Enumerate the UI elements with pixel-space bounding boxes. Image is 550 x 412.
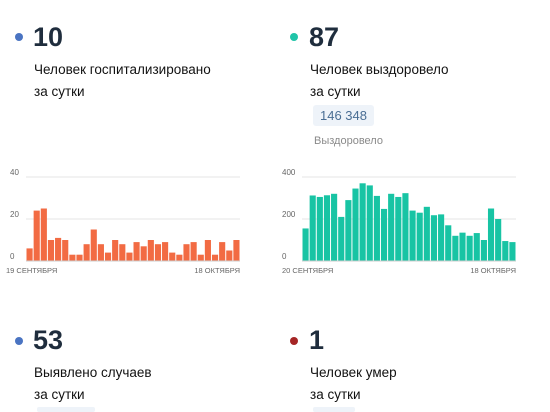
bar xyxy=(154,244,162,261)
bar xyxy=(33,210,40,261)
bar xyxy=(26,248,33,261)
hospitalized-caption: Человек госпитализировано за сутки xyxy=(34,59,211,103)
bar xyxy=(373,195,380,261)
recovered-caption: Человек выздоровело за сутки xyxy=(310,59,449,103)
recovered-total-badge: 146 348 xyxy=(313,105,374,126)
bar xyxy=(211,254,219,261)
bar xyxy=(302,228,309,261)
bar xyxy=(126,252,133,261)
bar xyxy=(169,252,176,261)
bar xyxy=(466,235,473,261)
hospitalized-dot xyxy=(15,33,23,41)
cases-count: 53 xyxy=(33,325,64,355)
y-tick-label: 400 xyxy=(282,168,296,177)
y-tick-label: 20 xyxy=(10,210,19,219)
x-tick-label-start: 20 СЕНТЯБРЯ xyxy=(282,266,333,275)
bar xyxy=(112,240,119,261)
deaths-caption-line2: за сутки xyxy=(310,387,361,402)
deaths-caption-line1: Человек умер xyxy=(310,365,397,380)
bar xyxy=(197,254,204,261)
cases-caption: Выявлено случаев за сутки xyxy=(34,362,152,406)
cases-badge-partial xyxy=(37,407,95,412)
bar xyxy=(473,233,480,261)
bar xyxy=(83,244,90,261)
deaths-count: 1 xyxy=(309,325,325,355)
bar xyxy=(388,193,395,261)
bar xyxy=(316,196,323,261)
bar xyxy=(69,254,76,261)
bar xyxy=(147,240,154,261)
bar xyxy=(47,240,55,261)
recovered-total-label: Выздоровело xyxy=(314,135,383,147)
x-tick-label-end: 18 ОКТЯБРЯ xyxy=(194,266,240,275)
cases-caption-line1: Выявлено случаев xyxy=(34,365,152,380)
bar xyxy=(423,206,430,261)
recovered-chart: 400 200 0 20 СЕНТЯБРЯ 18 ОКТЯБРЯ xyxy=(282,168,516,275)
bar xyxy=(323,195,331,261)
bar xyxy=(380,208,388,261)
bar xyxy=(487,208,495,261)
bar xyxy=(331,193,338,261)
bar xyxy=(62,240,69,261)
bar xyxy=(176,254,183,261)
bar xyxy=(366,185,373,261)
bar xyxy=(104,252,112,261)
bar xyxy=(183,244,190,261)
bar xyxy=(352,188,359,261)
recovered-caption-line2: за сутки xyxy=(310,84,361,99)
bar xyxy=(97,244,104,261)
x-tick-label-start: 19 СЕНТЯБРЯ xyxy=(6,266,57,275)
bar xyxy=(509,242,516,261)
hospitalized-caption-line1: Человек госпитализировано xyxy=(34,62,211,77)
bar xyxy=(190,242,197,261)
bar xyxy=(119,244,126,261)
bar xyxy=(219,242,226,261)
bar xyxy=(452,235,459,261)
bar xyxy=(233,240,240,261)
bar xyxy=(409,210,416,261)
bar xyxy=(480,240,487,261)
hospitalized-chart: 40 20 0 19 СЕНТЯБРЯ 18 ОКТЯБРЯ xyxy=(6,168,240,275)
recovered-caption-line1: Человек выздоровело xyxy=(310,62,449,77)
recovered-dot xyxy=(290,33,298,41)
bar xyxy=(359,183,366,261)
bar xyxy=(204,240,211,261)
bar xyxy=(430,215,438,261)
deaths-badge-partial xyxy=(313,407,355,412)
bar xyxy=(402,193,409,261)
hospitalized-count: 10 xyxy=(33,22,64,52)
bar xyxy=(226,250,233,261)
y-tick-label: 200 xyxy=(282,210,296,219)
cases-dot xyxy=(15,337,23,345)
x-tick-label-end: 18 ОКТЯБРЯ xyxy=(470,266,516,275)
bar xyxy=(416,212,423,261)
bar xyxy=(90,229,97,261)
bar xyxy=(40,208,47,261)
bar xyxy=(345,200,352,261)
y-tick-label: 40 xyxy=(10,168,19,177)
bar xyxy=(395,196,402,261)
bar xyxy=(140,246,147,261)
bar xyxy=(459,232,466,261)
bar xyxy=(445,225,452,261)
bar xyxy=(76,254,83,261)
bar xyxy=(338,216,345,261)
bar xyxy=(502,241,509,261)
cases-caption-line2: за сутки xyxy=(34,387,85,402)
bar xyxy=(495,219,502,261)
recovered-count: 87 xyxy=(309,22,340,52)
bar xyxy=(162,242,169,261)
bar xyxy=(55,237,62,261)
deaths-dot xyxy=(290,337,298,345)
bar xyxy=(133,242,140,261)
y-tick-label: 0 xyxy=(282,252,287,261)
hospitalized-caption-line2: за сутки xyxy=(34,84,85,99)
bar xyxy=(309,195,316,261)
deaths-caption: Человек умер за сутки xyxy=(310,362,397,406)
bar xyxy=(438,214,445,261)
y-tick-label: 0 xyxy=(10,252,15,261)
